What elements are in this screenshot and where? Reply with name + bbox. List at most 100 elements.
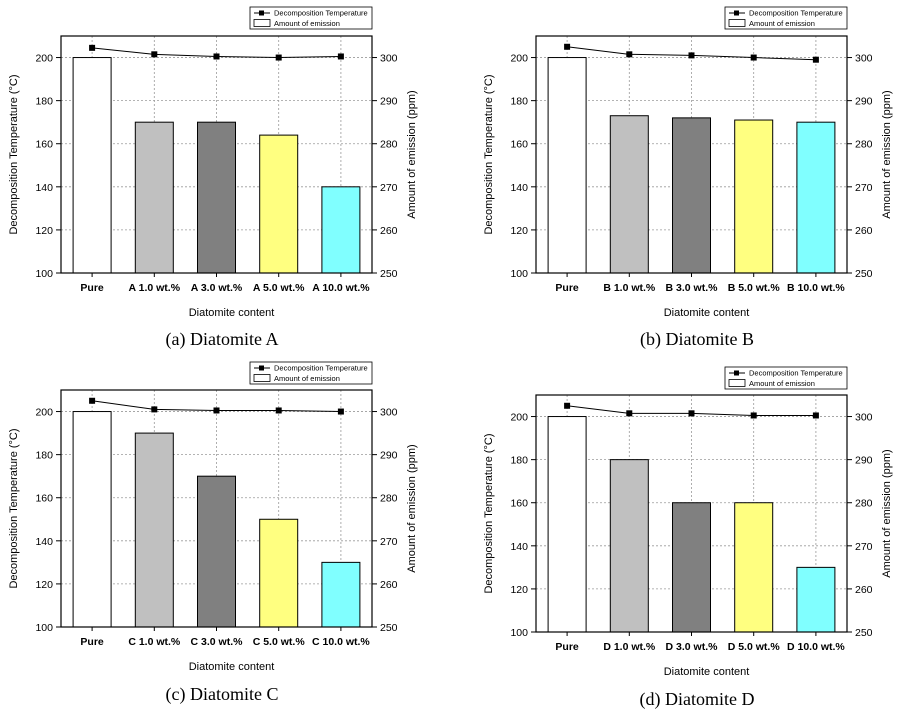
category-label: C 10.0 wt.% — [312, 636, 370, 648]
bar — [259, 134, 299, 274]
legend-label-emission: Amount of emission — [274, 374, 340, 383]
temperature-point — [626, 51, 633, 58]
temperature-point — [564, 402, 571, 409]
legend-box — [249, 361, 373, 385]
category-label: A 1.0 wt.% — [129, 282, 181, 294]
left-tick-label: 100 — [510, 268, 528, 280]
temperature-point — [337, 408, 344, 415]
legend-marker-swatch — [734, 10, 739, 16]
left-tick-label: 140 — [35, 182, 53, 194]
temperature-point — [812, 412, 819, 419]
right-tick-label: 280 — [855, 498, 873, 510]
category-label: Pure — [555, 641, 579, 653]
bar — [547, 416, 587, 633]
bar — [72, 411, 112, 628]
right-tick-label: 300 — [380, 407, 398, 419]
bar — [796, 121, 836, 274]
left-tick-label: 160 — [510, 139, 528, 151]
left-tick-label: 200 — [510, 412, 528, 424]
right-tick-label: 290 — [380, 450, 398, 462]
category-label: D 1.0 wt.% — [603, 641, 656, 653]
right-tick-label: 250 — [855, 268, 873, 280]
x-axis-title: Diatomite content — [189, 307, 275, 319]
right-tick-label: 270 — [380, 182, 398, 194]
category-label: C 5.0 wt.% — [253, 636, 306, 648]
category-label: D 3.0 wt.% — [666, 641, 719, 653]
temperature-point — [89, 44, 96, 51]
temperature-point — [275, 407, 282, 414]
bar — [72, 57, 112, 274]
legend-label-temperature: Decomposition Temperature — [749, 9, 843, 18]
left-tick-label: 100 — [35, 268, 53, 280]
bar — [321, 186, 361, 274]
left-tick-label: 100 — [510, 627, 528, 639]
bar — [609, 459, 649, 633]
left-tick-label: 120 — [510, 225, 528, 237]
right-axis-title: Amount of emission (ppm) — [406, 444, 418, 572]
category-label: A 5.0 wt.% — [253, 282, 305, 294]
right-tick-label: 270 — [855, 541, 873, 553]
x-axis-title: Diatomite content — [664, 307, 750, 319]
left-tick-label: 120 — [35, 225, 53, 237]
temperature-point — [750, 412, 757, 419]
right-tick-label: 280 — [380, 139, 398, 151]
right-tick-label: 300 — [380, 53, 398, 65]
temperature-point — [151, 51, 158, 58]
bar — [672, 117, 711, 274]
right-tick-label: 260 — [855, 584, 873, 596]
right-tick-label: 300 — [855, 412, 873, 424]
right-tick-label: 270 — [855, 182, 873, 194]
legend-marker-swatch — [259, 365, 264, 371]
right-tick-label: 300 — [855, 53, 873, 65]
left-tick-label: 160 — [35, 139, 53, 151]
chart-panel-0: 100 120 140 160 180 200 250 260 270 280 290 300 Pure… — [8, 6, 418, 350]
legend-box — [724, 6, 848, 30]
category-label: B 10.0 wt.% — [787, 282, 845, 294]
bar — [197, 121, 236, 274]
bar — [796, 566, 836, 633]
legend-marker-swatch — [259, 10, 264, 16]
legend-label-emission: Amount of emission — [749, 19, 815, 28]
chart-panel-1: 100 120 140 160 180 200 250 260 270 280 290 300 Pure… — [483, 6, 893, 350]
x-axis-title: Diatomite content — [189, 661, 275, 673]
panel-caption: (a) Diatomite A — [166, 329, 279, 350]
right-tick-label: 260 — [380, 225, 398, 237]
category-label: D 10.0 wt.% — [787, 641, 845, 653]
temperature-point — [151, 406, 158, 413]
legend-box — [724, 366, 848, 390]
left-tick-label: 140 — [510, 541, 528, 553]
right-tick-label: 290 — [855, 96, 873, 108]
right-tick-label: 290 — [855, 455, 873, 467]
category-label: D 5.0 wt.% — [728, 641, 781, 653]
panel-caption: (c) Diatomite C — [166, 684, 279, 705]
left-tick-label: 180 — [35, 96, 53, 108]
left-tick-label: 140 — [35, 536, 53, 548]
right-tick-label: 260 — [380, 579, 398, 591]
right-tick-label: 280 — [855, 139, 873, 151]
right-tick-label: 260 — [855, 225, 873, 237]
right-tick-label: 250 — [380, 268, 398, 280]
category-label: Pure — [80, 636, 104, 648]
legend-bar-swatch — [728, 19, 746, 27]
bar — [672, 502, 711, 633]
temperature-point — [750, 54, 757, 61]
left-tick-label: 120 — [35, 579, 53, 591]
left-axis-title: Decomposition Temperature (°C) — [8, 74, 20, 234]
category-label: B 5.0 wt.% — [728, 282, 781, 294]
left-tick-label: 200 — [35, 53, 53, 65]
temperature-point — [213, 407, 220, 414]
legend-label-emission: Amount of emission — [274, 19, 340, 28]
right-tick-label: 270 — [380, 536, 398, 548]
left-tick-label: 180 — [510, 96, 528, 108]
legend-label-temperature: Decomposition Temperature — [274, 9, 368, 18]
legend-bar-swatch — [253, 19, 271, 27]
bar — [734, 502, 774, 633]
category-label: Pure — [555, 282, 579, 294]
left-tick-label: 200 — [35, 407, 53, 419]
